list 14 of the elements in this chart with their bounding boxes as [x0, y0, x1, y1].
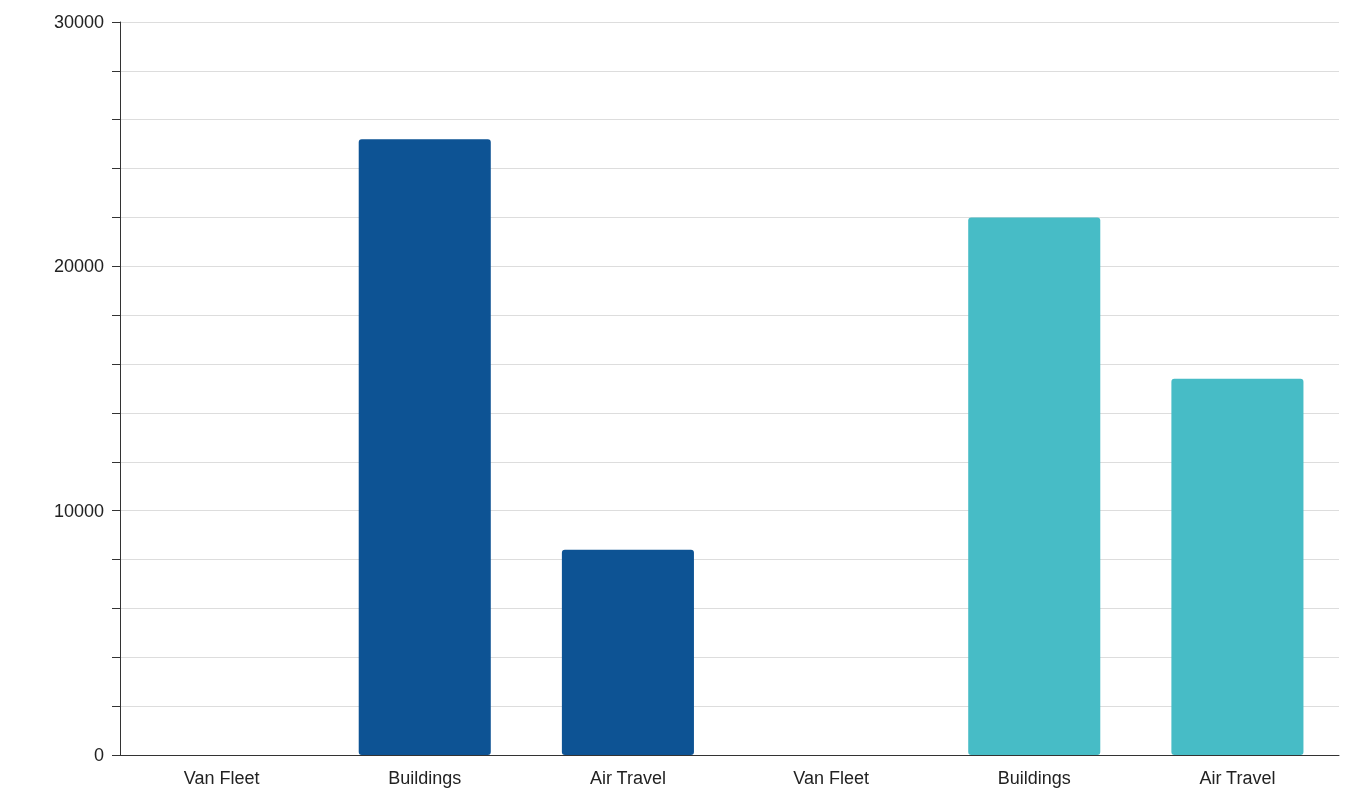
y-tick-label: 10000 [53, 500, 104, 521]
x-tick-label: Buildings [997, 768, 1071, 788]
y-tick-label: 0 [93, 745, 104, 765]
x-tick-label: Air Travel [1199, 768, 1276, 788]
x-tick-label: Buildings [388, 768, 462, 788]
y-tick-label: 20000 [53, 256, 104, 277]
x-tick-label: Air Travel [589, 768, 666, 788]
x-tick-label: Van Fleet [183, 768, 260, 788]
y-tick-label: 30000 [53, 12, 104, 32]
bar [968, 217, 1101, 755]
bar [561, 549, 694, 755]
x-tick-label: Van Fleet [793, 768, 869, 788]
bar [1171, 378, 1304, 755]
bar [358, 139, 491, 755]
